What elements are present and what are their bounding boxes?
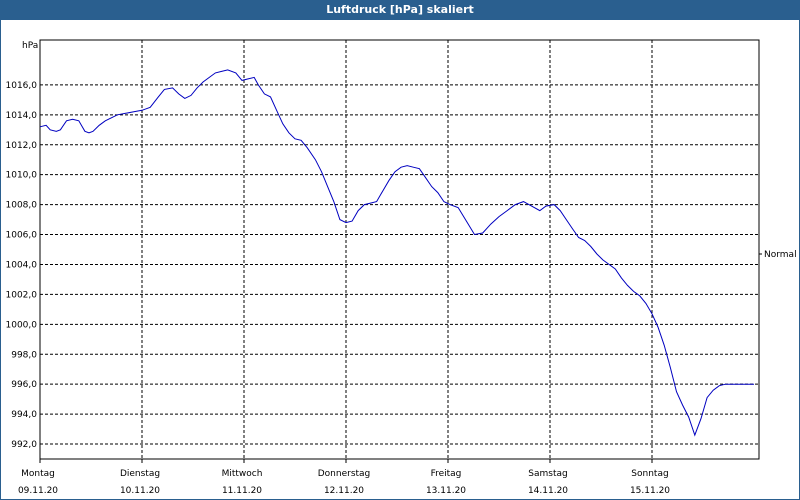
- plot-area: [39, 39, 760, 460]
- y-tick-label: 1006,0: [6, 231, 38, 241]
- y-tick-label: 1010,0: [6, 171, 38, 181]
- y-tick-label: 998,0: [11, 350, 37, 360]
- x-tick-label-date: 14.11.20: [528, 486, 568, 496]
- x-tick-label-day: Donnerstag: [318, 469, 371, 479]
- y-tick-label: 1016,0: [6, 81, 38, 91]
- y-tick-label: 1004,0: [6, 260, 38, 270]
- x-tick-label-date: 12.11.20: [324, 486, 364, 496]
- y-axis-unit-label: hPa: [22, 41, 38, 51]
- y-tick-label: 1008,0: [6, 201, 38, 211]
- y-tick-label: 994,0: [11, 410, 37, 420]
- x-tick-label-day: Freitag: [431, 469, 462, 479]
- y-tick-label: 996,0: [11, 380, 37, 390]
- y-tick-label: 992,0: [11, 440, 37, 450]
- reference-label: Normal: [764, 250, 797, 260]
- x-tick-label-day: Dienstag: [120, 469, 160, 479]
- x-tick-label-date: 09.11.20: [18, 486, 58, 496]
- y-tick-label: 1002,0: [6, 290, 38, 300]
- x-tick-label-date: 13.11.20: [426, 486, 466, 496]
- y-tick-label: 1014,0: [6, 111, 38, 121]
- y-tick-label: 1012,0: [6, 141, 38, 151]
- x-tick-label-day: Mittwoch: [222, 469, 263, 479]
- x-tick-label-day: Samstag: [528, 469, 567, 479]
- x-tick-label-date: 10.11.20: [120, 486, 160, 496]
- x-tick-label-date: 15.11.20: [630, 486, 670, 496]
- y-tick-label: 1000,0: [6, 320, 38, 330]
- chart-title: Luftdruck [hPa] skaliert: [0, 0, 800, 20]
- x-tick-label-day: Sonntag: [631, 469, 668, 479]
- x-tick-label-date: 11.11.20: [222, 486, 262, 496]
- pressure-series-line: [39, 69, 754, 437]
- x-tick-label-day: Montag: [21, 469, 55, 479]
